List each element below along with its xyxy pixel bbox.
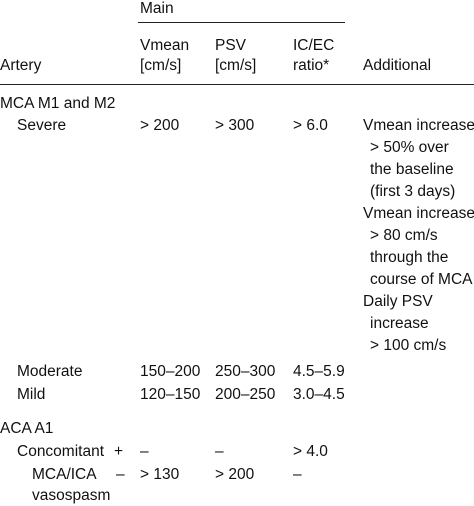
mild-vmean: 120–150: [140, 386, 201, 403]
mca-ica-ratio: –: [293, 466, 302, 483]
mild-label: Mild: [17, 386, 46, 403]
severe-label: Severe: [17, 117, 67, 134]
moderate-vmean: 150–200: [140, 363, 201, 380]
additional-note: > 50% over: [370, 139, 449, 156]
additional-note: (first 3 days): [370, 183, 456, 200]
concomitant-vmean: –: [140, 443, 149, 460]
mild-ratio: 3.0–4.5: [293, 386, 345, 403]
additional-note: increase: [370, 315, 429, 332]
icec-header-line2: ratio*: [293, 57, 330, 74]
moderate-psv: 250–300: [215, 363, 276, 380]
header-bottom-rule: [0, 84, 474, 85]
additional-note: Vmean increase: [363, 205, 474, 222]
main-group-header: Main: [140, 0, 174, 17]
concomitant-psv: –: [215, 443, 224, 460]
mca-section-title: MCA M1 and M2: [0, 95, 116, 112]
psv-header-line1: PSV: [215, 37, 247, 54]
vmean-header-line2: [cm/s]: [140, 57, 182, 74]
additional-note: Vmean increase: [363, 117, 474, 134]
psv-header-line2: [cm/s]: [215, 57, 257, 74]
icec-header-line1: IC/EC: [293, 37, 335, 54]
vasospasm-label: vasospasm: [32, 487, 111, 504]
artery-header: Artery: [0, 57, 42, 74]
concomitant-sign: +: [114, 443, 124, 460]
severe-ratio: > 6.0: [293, 117, 328, 134]
main-group-rule: [138, 22, 345, 23]
additional-note: > 80 cm/s: [370, 227, 438, 244]
mca-ica-psv: > 200: [215, 466, 255, 483]
mca-ica-sign: –: [116, 466, 125, 483]
aca-section-title: ACA A1: [0, 420, 54, 437]
additional-note: Daily PSV: [363, 293, 433, 310]
additional-header: Additional: [363, 57, 432, 74]
additional-note: course of MCA: [370, 271, 473, 288]
concomitant-label: Concomitant: [17, 443, 105, 460]
mca-ica-vmean: > 130: [140, 466, 180, 483]
moderate-ratio: 4.5–5.9: [293, 363, 345, 380]
severe-vmean: > 200: [140, 117, 180, 134]
vmean-header-line1: Vmean: [140, 37, 190, 54]
mca-ica-label: MCA/ICA: [32, 466, 97, 483]
severe-psv: > 300: [215, 117, 255, 134]
additional-note: through the: [370, 249, 449, 266]
moderate-label: Moderate: [17, 363, 83, 380]
additional-note: > 100 cm/s: [370, 337, 447, 354]
additional-note: the baseline: [370, 161, 454, 178]
mild-psv: 200–250: [215, 386, 276, 403]
concomitant-ratio: > 4.0: [293, 443, 328, 460]
